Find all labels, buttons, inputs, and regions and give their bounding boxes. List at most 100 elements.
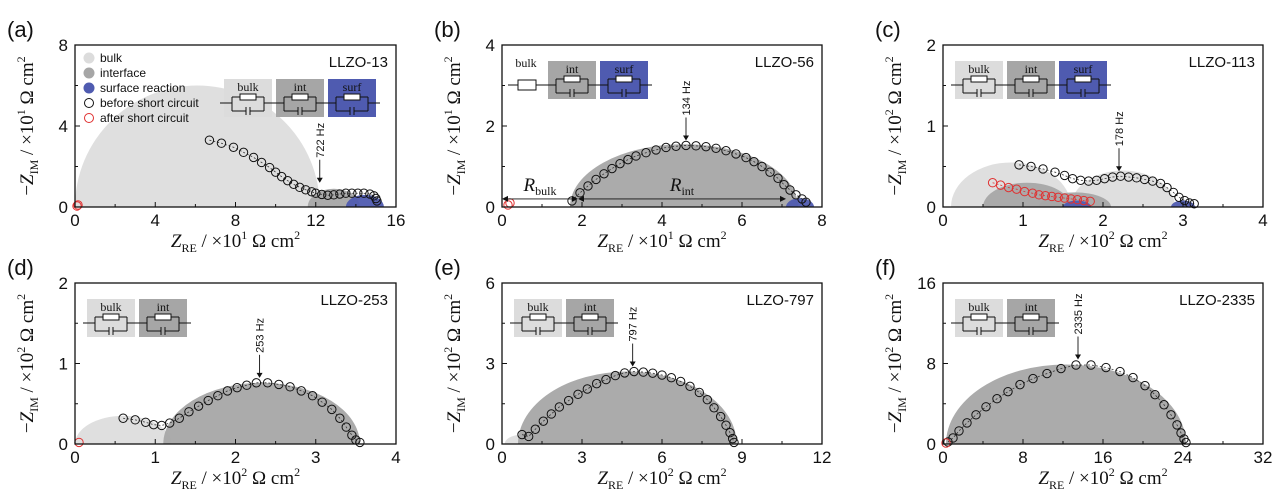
x-tick-label: 0	[497, 211, 506, 230]
y-tick-label: 2	[486, 117, 495, 136]
data-point	[1056, 363, 1066, 374]
series-after	[72, 200, 83, 211]
data-point	[631, 151, 641, 161]
data-point	[73, 200, 83, 210]
data-point	[353, 188, 363, 198]
data-point	[785, 185, 795, 195]
data-point	[295, 182, 305, 193]
x-tick-label: 4	[151, 211, 160, 230]
circuit-resistor	[563, 75, 581, 83]
span-arrowhead	[572, 195, 578, 202]
data-point	[1050, 167, 1060, 177]
x-axis-label: ZRE / ×102 Ω cm2	[1038, 465, 1167, 492]
data-point	[554, 402, 565, 412]
sample-label: LLZO-797	[746, 292, 814, 309]
legend-label: bulk	[100, 51, 123, 65]
data-point	[256, 157, 267, 168]
y-tick-label: 2	[59, 274, 68, 293]
data-point	[591, 174, 601, 185]
x-tick-label: 3	[1178, 211, 1187, 230]
data-point	[164, 418, 175, 428]
data-point	[274, 379, 284, 390]
data-point	[573, 389, 583, 400]
circuit-label-int: int	[1025, 300, 1038, 314]
frequency-label: 722 Hz	[315, 123, 327, 158]
data-point	[174, 413, 185, 423]
y-tick-label: 6	[486, 274, 495, 293]
circuit-resistor	[154, 313, 172, 321]
data-point	[1181, 437, 1191, 448]
data-point	[1128, 372, 1138, 383]
circuit-label-int: int	[584, 300, 597, 314]
data-point	[629, 366, 639, 377]
panel-f: 0 8 16 24 32 0 8 16 (f) LLZO-2335 ZRE / ×102 Ω cm2…	[875, 255, 1272, 492]
circuit-resistor	[1022, 75, 1040, 83]
circuit-resistor	[529, 313, 547, 321]
data-point	[285, 382, 295, 392]
data-point	[619, 368, 630, 378]
data-point	[228, 142, 239, 152]
data-point	[1026, 161, 1036, 172]
series-before	[204, 135, 382, 206]
x-tick-label: 12	[306, 211, 325, 230]
circuit-label-surf: surf	[1074, 62, 1093, 76]
data-point	[341, 422, 351, 432]
y-tick-label: 4	[59, 117, 68, 136]
data-point	[1079, 195, 1089, 206]
legend-item: bulk	[83, 51, 123, 65]
data-point	[1047, 191, 1057, 202]
legend-swatch	[84, 98, 94, 108]
x-tick-label: 0	[497, 448, 506, 467]
data-point	[1059, 193, 1070, 203]
y-axis-label: −ZIM / ×102 Ω cm2	[882, 294, 909, 433]
x-tick-label: 16	[387, 211, 406, 230]
data-point	[1140, 380, 1150, 391]
series-after	[941, 438, 951, 448]
data-point	[685, 381, 695, 392]
data-point	[801, 197, 811, 207]
data-point	[1015, 379, 1025, 390]
circuit-label-bulk: bulk	[527, 300, 548, 314]
circuit-label-bulk: bulk	[237, 80, 258, 94]
data-point	[1071, 360, 1081, 370]
data-point	[1014, 160, 1024, 170]
data-point	[369, 191, 379, 201]
data-point	[563, 395, 574, 406]
x-tick-label: 0	[938, 448, 947, 467]
circuit-resistor	[343, 93, 361, 101]
sample-label: LLZO-113	[1189, 54, 1255, 71]
data-point	[981, 402, 991, 412]
data-point	[1189, 199, 1199, 209]
x-tick-label: 3	[311, 448, 320, 467]
circuit-label-bulk: bulk	[968, 300, 989, 314]
data-point	[647, 368, 658, 378]
frequency-annotation: 178 Hz	[1114, 111, 1126, 172]
data-point	[1066, 194, 1076, 204]
equivalent-circuit: bulk int	[951, 299, 1059, 337]
data-point	[1115, 366, 1125, 377]
circuit-resistor	[970, 313, 988, 321]
data-point	[962, 418, 972, 428]
data-point	[1059, 170, 1070, 181]
data-point	[702, 395, 713, 405]
fit-line	[1018, 164, 1195, 205]
y-tick-label: 3	[486, 355, 495, 374]
data-point	[992, 394, 1002, 404]
data-point	[1075, 175, 1086, 185]
legend-item: before short circuit	[84, 96, 199, 110]
data-point	[591, 378, 602, 389]
legend-label: surface reaction	[100, 81, 185, 95]
span-arrowhead	[578, 195, 584, 202]
data-point	[954, 426, 964, 436]
x-tick-label: 8	[817, 211, 826, 230]
frequency-label: 797 Hz	[628, 307, 640, 342]
data-point	[503, 200, 513, 210]
series-before	[567, 140, 811, 207]
data-point	[323, 190, 333, 200]
y-tick-label: 2	[927, 36, 936, 55]
legend-label: interface	[100, 66, 146, 80]
legend-label: before short circuit	[100, 96, 199, 110]
data-point	[773, 173, 783, 183]
frequency-label: 178 Hz	[1114, 111, 1126, 146]
